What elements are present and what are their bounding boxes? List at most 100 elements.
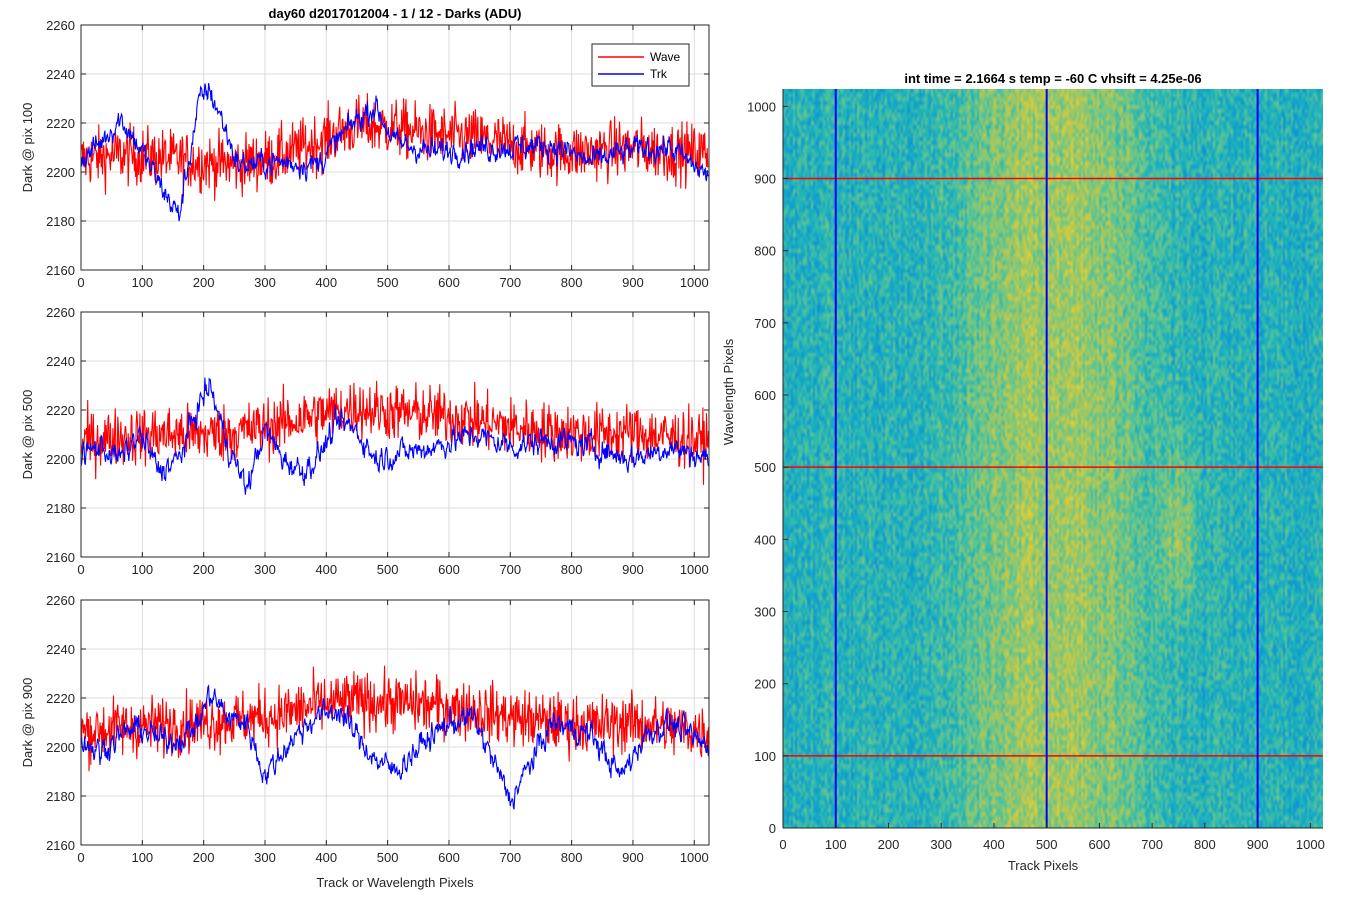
axes-box [80,599,710,846]
y-axis-label: Dark @ pix 100 [20,103,35,193]
y-tick-label: 800 [754,244,776,259]
x-tick-label: 900 [622,275,644,290]
series-line-wave [80,93,709,201]
y-tick-label: 2160 [46,838,75,853]
x-tick-label: 400 [315,275,337,290]
y-tick-label: 500 [754,460,776,475]
y-tick-label: 400 [754,532,776,547]
heatmap-y-axis-label: Wavelength Pixels [721,338,736,445]
legend: Wave Trk [591,43,690,87]
x-tick-label: 0 [77,850,84,865]
x-tick-label: 200 [193,850,215,865]
axes-box [80,24,710,271]
x-tick-label: 400 [315,850,337,865]
y-tick-label: 2260 [46,305,75,320]
x-tick-label: 1000 [1296,837,1325,852]
x-tick-label: 600 [1089,837,1111,852]
x-tick-label: 700 [499,275,521,290]
legend-label-wave: Wave [650,50,681,64]
x-tick-label: 400 [315,562,337,577]
legend-label-trk: Trk [650,67,668,81]
series-line-trk [80,83,709,222]
x-tick-label: 900 [622,562,644,577]
x-tick-label: 200 [193,275,215,290]
x-tick-label: 1000 [680,562,709,577]
y-tick-label: 600 [754,388,776,403]
y-tick-label: 2240 [46,67,75,82]
legend-box [591,43,690,87]
x-tick-label: 500 [1036,837,1058,852]
x-tick-label: 100 [131,562,153,577]
x-tick-label: 0 [779,837,786,852]
axes-box [80,311,710,558]
x-tick-label: 900 [1247,837,1269,852]
y-tick-label: 2180 [46,214,75,229]
x-axis-label: Track or Wavelength Pixels [316,875,474,890]
y-tick-label: 2160 [46,263,75,278]
x-tick-label: 0 [77,562,84,577]
x-tick-label: 1000 [680,275,709,290]
x-tick-label: 100 [131,275,153,290]
x-tick-label: 600 [438,275,460,290]
line-panel-1: 0 100 200 300 400 500 600 700 800 900 1000 2160 2180… [20,18,710,290]
x-tick-label: 200 [193,562,215,577]
series-line-trk [80,377,709,495]
y-tick-label: 2200 [46,452,75,467]
y-tick-label: 2260 [46,593,75,608]
y-tick-label: 2200 [46,165,75,180]
y-tick-label: 900 [754,171,776,186]
y-tick-label: 0 [769,821,776,836]
x-tick-label: 800 [561,850,583,865]
y-tick-label: 200 [754,677,776,692]
x-tick-label: 800 [561,562,583,577]
x-tick-label: 400 [983,837,1005,852]
y-tick-label: 100 [754,749,776,764]
y-tick-label: 2160 [46,550,75,565]
x-tick-label: 700 [499,850,521,865]
x-tick-label: 500 [377,275,399,290]
figure-title: day60 d2017012004 - 1 / 12 - Darks (ADU) [269,6,522,21]
y-tick-label: 2220 [46,403,75,418]
heatmap-title: int time = 2.1664 s temp = -60 C vhsift … [904,71,1201,86]
x-tick-label: 0 [77,275,84,290]
x-tick-label: 700 [499,562,521,577]
heatmap-image [783,89,1323,828]
series-line-trk [80,684,709,810]
x-tick-label: 100 [825,837,847,852]
y-axis-label: Dark @ pix 900 [20,678,35,768]
x-tick-label: 800 [1194,837,1216,852]
y-tick-label: 2180 [46,501,75,516]
y-tick-label: 2200 [46,740,75,755]
y-tick-label: 2240 [46,642,75,657]
heatmap-x-axis-label: Track Pixels [1008,858,1079,873]
line-panel-3: 0 100 200 300 400 500 600 700 800 900 1000 2160 2180… [20,593,710,890]
x-tick-label: 300 [254,562,276,577]
y-tick-label: 2240 [46,354,75,369]
x-tick-label: 600 [438,562,460,577]
y-tick-label: 300 [754,604,776,619]
x-tick-label: 100 [131,850,153,865]
x-tick-label: 500 [377,562,399,577]
x-tick-label: 200 [878,837,900,852]
x-tick-label: 500 [377,850,399,865]
x-tick-label: 300 [254,275,276,290]
line-panel-2: 0 100 200 300 400 500 600 700 800 900 1000 2160 2180… [20,305,710,577]
y-axis-label: Dark @ pix 500 [20,390,35,480]
series-line-wave [80,665,709,772]
x-tick-label: 1000 [680,850,709,865]
y-tick-label: 2220 [46,691,75,706]
heatmap-panel: int time = 2.1664 s temp = -60 C vhsift … [721,71,1325,873]
x-tick-label: 800 [561,275,583,290]
y-tick-label: 1000 [747,99,776,114]
x-tick-label: 600 [438,850,460,865]
x-tick-label: 300 [930,837,952,852]
y-tick-label: 2220 [46,116,75,131]
x-tick-label: 300 [254,850,276,865]
y-tick-label: 2260 [46,18,75,33]
y-tick-label: 2180 [46,789,75,804]
x-tick-label: 900 [622,850,644,865]
x-tick-label: 700 [1141,837,1163,852]
y-tick-label: 700 [754,316,776,331]
